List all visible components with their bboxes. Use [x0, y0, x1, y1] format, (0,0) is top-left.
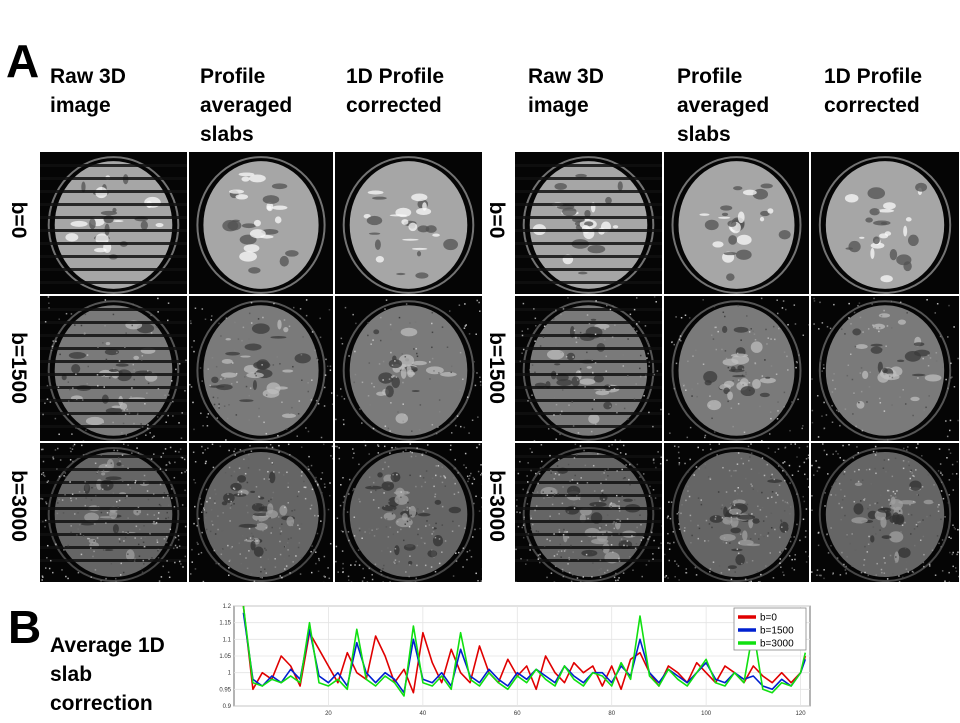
panel-label-a: A [6, 38, 39, 84]
column-header-profile-right: Profile averaged slabs [677, 62, 769, 149]
mri-axial-b0-col1 [515, 152, 662, 294]
mri-axial-b3000-col2 [664, 443, 809, 582]
mri-axial-b3000-col3 [811, 443, 959, 582]
mri-sagittal-b0-col2 [189, 152, 333, 294]
mri-sagittal-b1500-col3 [335, 296, 482, 441]
legend-label-b3000: b=3000 [760, 639, 794, 650]
row-label-b3000-right: b=3000 [484, 468, 508, 544]
y-tick-label: 0.95 [219, 687, 231, 693]
y-tick-label: 1 [228, 671, 232, 677]
x-tick-label: 40 [420, 711, 427, 717]
column-header-corrected-right: 1D Profile corrected [824, 62, 922, 120]
y-tick-label: 0.9 [223, 704, 232, 710]
mri-sagittal-b3000-col2 [189, 443, 333, 582]
panel-b-caption: Average 1D slab correction [50, 631, 165, 718]
mri-axial-b1500-col1 [515, 296, 662, 441]
slab-correction-chart: 0.9 0.95 1 1.05 1.1 1.15 1.2 20 40 60 80 100 120 b=0 b… [214, 602, 820, 718]
x-tick-label: 80 [608, 711, 615, 717]
column-header-profile-left: Profile averaged slabs [200, 62, 292, 149]
mri-sagittal-b1500-col1 [40, 296, 187, 441]
row-label-b1500-left: b=1500 [6, 330, 30, 406]
slab-correction-plot: 0.9 0.95 1 1.05 1.1 1.15 1.2 20 40 60 80 100 120 b=0 b… [214, 602, 820, 718]
x-tick-label: 60 [514, 711, 521, 717]
mri-axial-b1500-col3 [811, 296, 959, 441]
y-tick-label: 1.2 [223, 604, 232, 610]
mri-axial-b0-col3 [811, 152, 959, 294]
y-tick-label: 1.15 [219, 621, 231, 627]
column-header-raw-left: Raw 3D image [50, 62, 126, 120]
mri-sagittal-b0-col3 [335, 152, 482, 294]
mri-sagittal-b0-col1 [40, 152, 187, 294]
row-label-b1500-right: b=1500 [484, 330, 508, 406]
y-tick-label: 1.05 [219, 654, 231, 660]
x-tick-label: 120 [796, 711, 807, 717]
mri-axial-b3000-col1 [515, 443, 662, 582]
mri-sagittal-b3000-col3 [335, 443, 482, 582]
row-label-b0-left: b=0 [6, 196, 30, 244]
row-label-b3000-left: b=3000 [6, 468, 30, 544]
mri-axial-b1500-col2 [664, 296, 809, 441]
row-label-b0-right: b=0 [484, 196, 508, 244]
panel-label-b: B [8, 604, 41, 650]
column-header-corrected-left: 1D Profile corrected [346, 62, 444, 120]
mri-sagittal-b1500-col2 [189, 296, 333, 441]
column-header-raw-right: Raw 3D image [528, 62, 604, 120]
legend-label-b1500: b=1500 [760, 626, 794, 637]
y-tick-label: 1.1 [223, 637, 232, 643]
x-tick-label: 100 [701, 711, 712, 717]
x-tick-label: 20 [325, 711, 332, 717]
legend-label-b0: b=0 [760, 613, 777, 624]
mri-sagittal-b3000-col1 [40, 443, 187, 582]
mri-axial-b0-col2 [664, 152, 809, 294]
